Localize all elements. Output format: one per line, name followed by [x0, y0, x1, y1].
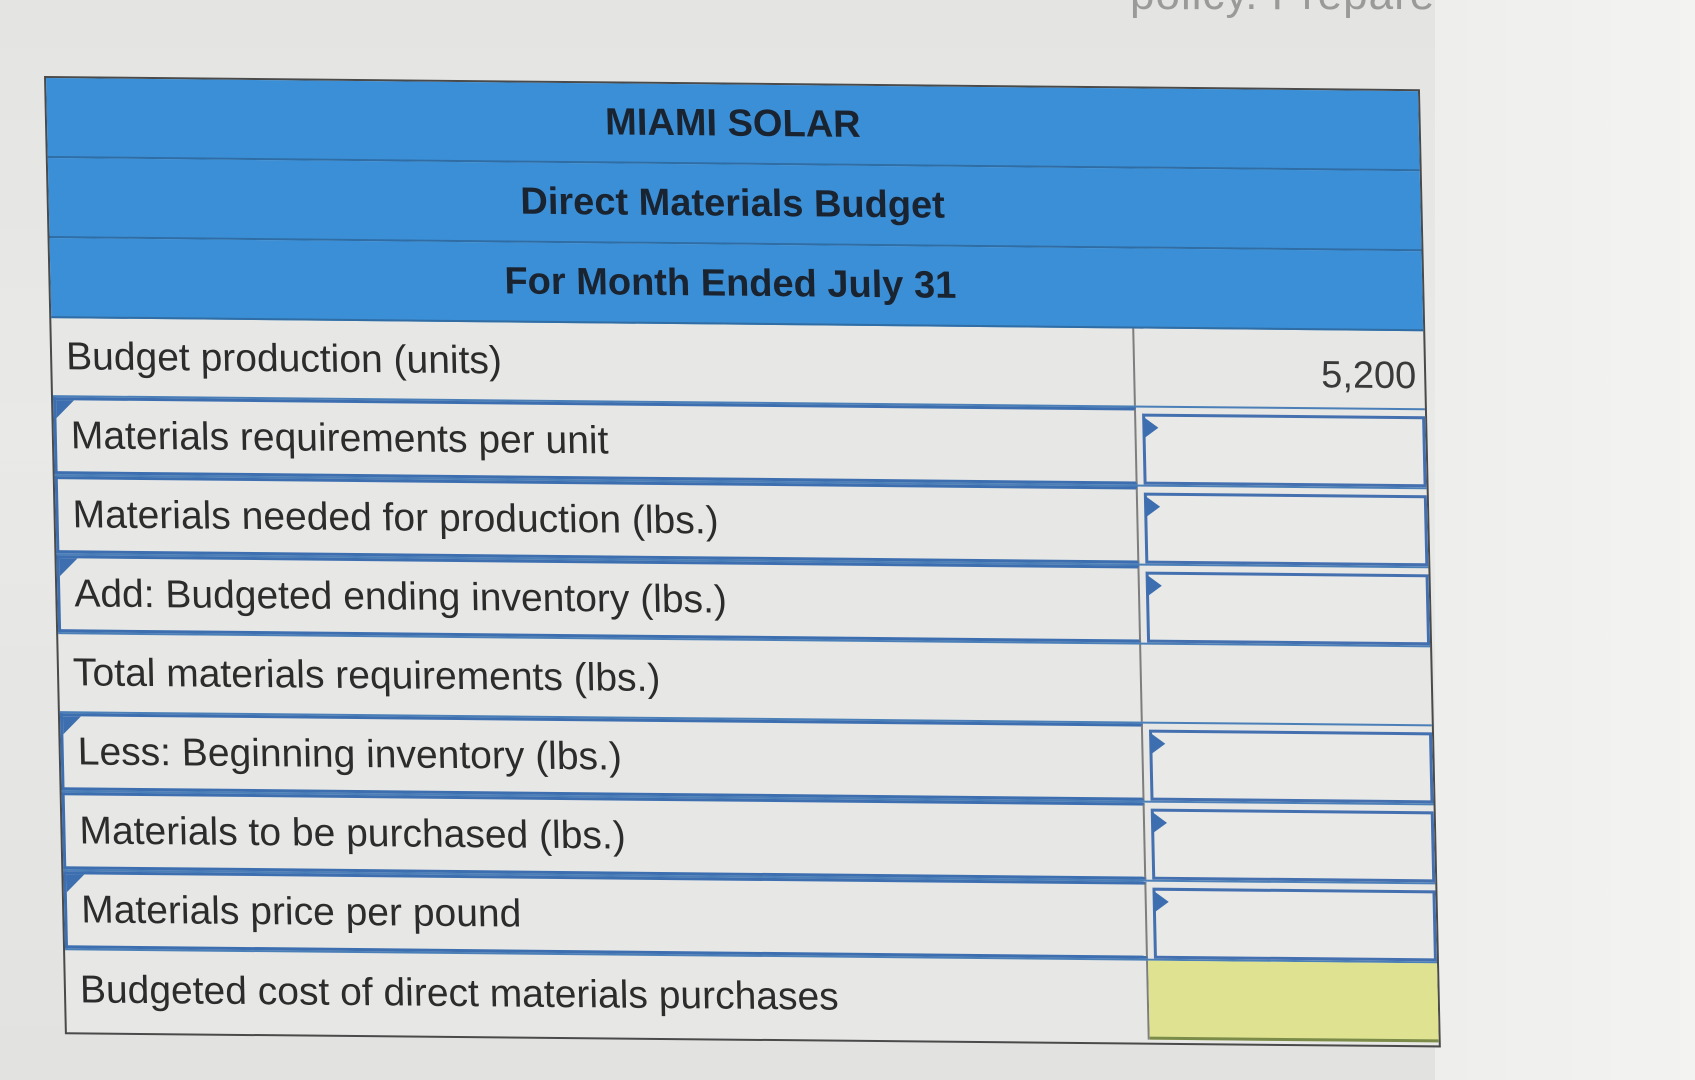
materials-to-purchase-input[interactable] — [1150, 808, 1436, 883]
row-beginning-inventory: Less: Beginning inventory (lbs.) — [59, 713, 1434, 806]
row-label: Budget production (units) — [51, 318, 1136, 406]
row-label: Total materials requirements (lbs.) — [58, 634, 1143, 722]
row-label: Add: Budgeted ending inventory (lbs.) — [73, 571, 728, 622]
budget-title: Direct Materials Budget — [519, 180, 946, 227]
budgeted-cost-result — [1148, 960, 1439, 1043]
page-background-strip — [1435, 0, 1695, 1080]
label-dropdown[interactable]: Less: Beginning inventory (lbs.) — [59, 713, 1145, 801]
company-header: MIAMI SOLAR — [46, 78, 1420, 172]
total-materials-value — [1141, 645, 1432, 725]
input-marker-icon — [1144, 495, 1161, 518]
direct-materials-budget-table: MIAMI SOLAR Direct Materials Budget For … — [44, 76, 1441, 1048]
ending-inventory-input[interactable] — [1145, 571, 1431, 646]
input-marker-icon — [1151, 811, 1168, 834]
budget-period: For Month Ended July 31 — [503, 259, 957, 307]
input-marker-icon — [1150, 732, 1166, 755]
row-label: Materials requirements per unit — [70, 413, 609, 462]
materials-needed-input[interactable] — [1143, 492, 1429, 567]
dropdown-marker-icon — [62, 716, 82, 735]
company-name: MIAMI SOLAR — [604, 100, 862, 146]
row-label: Less: Beginning inventory (lbs.) — [77, 729, 623, 779]
input-marker-icon — [1143, 416, 1159, 439]
dropdown-marker-icon — [66, 874, 85, 893]
row-materials-needed-for-production: Materials needed for production (lbs.) — [54, 476, 1429, 569]
row-label: Materials price per pound — [80, 887, 522, 936]
row-budgeted-ending-inventory: Add: Budgeted ending inventory (lbs.) — [56, 555, 1431, 648]
row-label: Materials to be purchased (lbs.) — [78, 808, 627, 858]
label-dropdown[interactable]: Materials needed for production (lbs.) — [54, 476, 1140, 564]
title-header: Direct Materials Budget — [47, 158, 1422, 252]
input-marker-icon — [1146, 574, 1163, 597]
input-marker-icon — [1153, 890, 1169, 913]
row-materials-price-per-pound: Materials price per pound — [63, 871, 1438, 964]
row-label: Budgeted cost of direct materials purcha… — [65, 950, 1150, 1040]
row-label: Materials needed for production (lbs.) — [72, 492, 719, 543]
dropdown-marker-icon — [56, 400, 75, 419]
row-budgeted-cost: Budgeted cost of direct materials purcha… — [65, 950, 1439, 1043]
period-header: For Month Ended July 31 — [49, 238, 1424, 332]
label-dropdown[interactable]: Materials to be purchased (lbs.) — [61, 792, 1147, 880]
row-materials-to-be-purchased: Materials to be purchased (lbs.) — [61, 792, 1436, 885]
row-total-materials-requirements: Total materials requirements (lbs.) — [58, 634, 1432, 727]
dropdown-marker-icon — [59, 558, 78, 577]
materials-per-unit-input[interactable] — [1142, 413, 1427, 488]
label-dropdown[interactable]: Materials requirements per unit — [53, 397, 1138, 485]
label-dropdown[interactable]: Materials price per pound — [63, 871, 1148, 959]
label-dropdown[interactable]: Add: Budgeted ending inventory (lbs.) — [56, 555, 1142, 643]
row-materials-requirements-per-unit: Materials requirements per unit — [53, 397, 1427, 490]
beginning-inventory-input[interactable] — [1148, 729, 1434, 804]
row-budget-production: Budget production (units) 5,200 — [51, 318, 1425, 411]
price-per-pound-input[interactable] — [1152, 887, 1437, 962]
budget-production-value: 5,200 — [1320, 354, 1417, 398]
